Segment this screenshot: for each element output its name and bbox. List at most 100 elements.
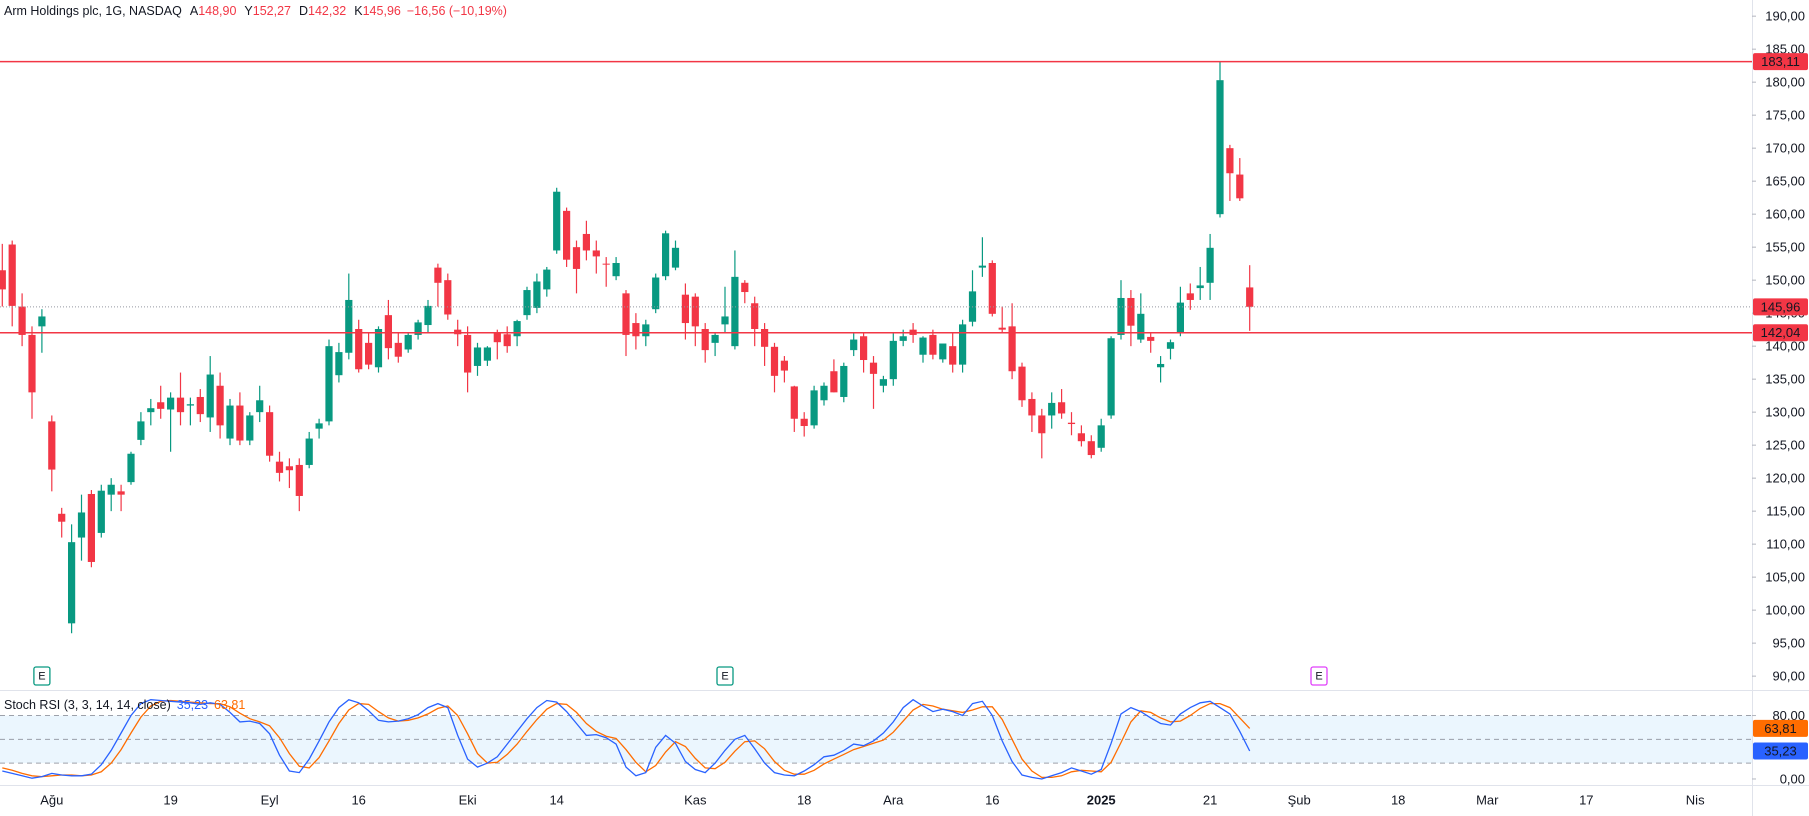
ohlc-key: K [354,4,363,18]
candle-body [186,404,194,406]
ohlc-value: 148,90 [198,4,236,18]
ohlc-value: 142,32 [308,4,346,18]
candle-body [1137,313,1145,340]
y-tick-label: 175,00 [1765,108,1805,123]
candle-body [602,263,610,265]
candle-body [365,342,373,365]
candle-body [1117,297,1125,335]
candle-body [117,491,125,495]
candle-body [939,343,947,360]
candle-body [751,303,759,329]
indicator-last-box [1753,719,1808,737]
candle-body [800,418,808,427]
candle-body [256,400,264,413]
candle-body [741,282,749,293]
candle-body [226,405,234,439]
indicator-last-label: 63,81 [1764,721,1797,736]
candle-body [662,233,670,277]
candle-body [87,493,95,562]
candle-body [424,305,432,326]
y-tick-label: 105,00 [1765,570,1805,585]
candle-body [1107,338,1115,416]
candle-body [275,461,284,473]
y-tick-label: 90,00 [1772,669,1805,684]
ohlc-key: Y [244,4,253,18]
candle-body [1196,285,1204,289]
candle-body [493,332,501,343]
candle-body [1018,366,1026,401]
y-tick-label: 95,00 [1772,636,1805,651]
candle-body [157,402,165,409]
candle-body [97,490,105,533]
candle-body [543,269,551,290]
indicator-pane [0,698,1752,780]
candle-body [137,421,145,440]
earnings-marker [33,666,51,686]
candle-body [553,191,561,251]
ohlc-key: A [190,4,199,18]
candle-body [394,342,402,357]
ohlc-value: 145,96 [363,4,401,18]
x-tick-label: Ara [883,793,904,808]
candle-body [167,397,175,410]
candle-body [285,466,293,471]
candle-body [305,438,313,465]
candle-body [1058,402,1066,414]
candle-body [355,328,363,370]
candle-body [761,328,769,347]
candle-body [959,324,967,365]
x-tick-label: Kas [684,793,707,808]
candle-body [1038,415,1046,434]
y-tick-label: 115,00 [1766,504,1805,519]
candle-body [790,386,798,419]
candle-body [671,247,680,268]
candle-body [1028,398,1036,416]
y-tick-label: 155,00 [1765,240,1805,255]
candle-body [28,334,36,393]
candle-body [563,210,571,260]
x-tick-label: Ağu [40,793,63,808]
last-price-label: 145,96 [1761,299,1801,314]
candle-body [1097,425,1105,448]
candle-body [77,512,86,538]
candle-body [1048,402,1056,416]
y-tick-label: 80,00 [1772,708,1805,723]
candle-body [850,339,858,351]
candle-body [1067,422,1076,425]
candle-body [18,306,26,335]
x-tick-label: 18 [1391,793,1405,808]
candle-body [345,299,353,353]
x-tick-label: 21 [1203,793,1217,808]
x-tick-label: 16 [351,793,365,808]
candle-body [1147,336,1155,341]
candle-body [246,415,254,441]
candle-body [444,280,452,315]
candle-body [107,484,115,495]
earnings-label: E [1315,671,1322,683]
candle-body [414,322,422,335]
candle-body [0,270,6,290]
candle-body [374,328,383,368]
x-tick-label: 16 [985,793,999,808]
candle-body [1226,148,1234,174]
candle-body [1127,297,1135,326]
candle-body [681,294,689,324]
y-tick-label: 160,00 [1765,207,1805,222]
candle-body [711,334,719,343]
candle-body [513,321,521,337]
x-tick-label: Mar [1476,793,1499,808]
hline-label: 142,04 [1761,325,1801,340]
y-tick-label: 100,00 [1765,603,1805,618]
candle-body [1166,342,1175,349]
price-change: −16,56 (−10,19%) [407,4,507,18]
axes: 90,00 95,00 100,00 105,00 110,00 115,00 120,00… [40,9,1808,808]
candle-body [612,262,620,277]
hline-label: 183,11 [1761,54,1800,69]
candle-body [1246,287,1254,307]
candle-body [335,352,343,376]
y-tick-label: 185,00 [1765,42,1805,57]
ohlc-value: 152,27 [253,4,291,18]
earnings-label: E [721,671,728,683]
candle-body [632,323,640,337]
